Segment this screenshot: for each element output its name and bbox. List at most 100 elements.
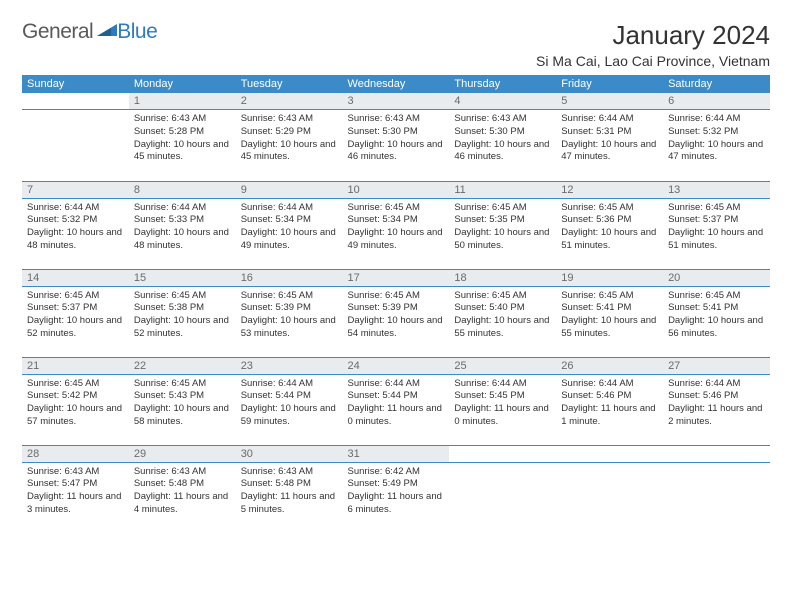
day-number: 1: [129, 93, 236, 110]
sunset-line: Sunset: 5:39 PM: [348, 302, 445, 315]
calendar-day-cell: 7Sunrise: 6:44 AMSunset: 5:32 PMDaylight…: [22, 181, 129, 269]
day-details: Sunrise: 6:45 AMSunset: 5:34 PMDaylight:…: [343, 199, 450, 258]
day-number: 20: [663, 270, 770, 287]
title-block: January 2024 Si Ma Cai, Lao Cai Province…: [536, 20, 770, 69]
logo-triangle-icon: [97, 22, 117, 43]
day-number-empty: [22, 93, 129, 110]
day-details: Sunrise: 6:45 AMSunset: 5:35 PMDaylight:…: [449, 199, 556, 258]
sunset-line: Sunset: 5:48 PM: [134, 478, 231, 491]
sunrise-line: Sunrise: 6:43 AM: [134, 466, 231, 479]
calendar-day-cell: 10Sunrise: 6:45 AMSunset: 5:34 PMDayligh…: [343, 181, 450, 269]
day-details: Sunrise: 6:44 AMSunset: 5:46 PMDaylight:…: [663, 375, 770, 434]
daylight-line: Daylight: 10 hours and 58 minutes.: [134, 403, 231, 429]
weekday-header: Monday: [129, 75, 236, 93]
calendar-day-cell: 3Sunrise: 6:43 AMSunset: 5:30 PMDaylight…: [343, 93, 450, 181]
calendar-day-cell: 22Sunrise: 6:45 AMSunset: 5:43 PMDayligh…: [129, 357, 236, 445]
sunrise-line: Sunrise: 6:43 AM: [241, 113, 338, 126]
day-details: Sunrise: 6:45 AMSunset: 5:39 PMDaylight:…: [343, 287, 450, 346]
day-number: 11: [449, 182, 556, 199]
calendar-day-cell: 26Sunrise: 6:44 AMSunset: 5:46 PMDayligh…: [556, 357, 663, 445]
day-details: Sunrise: 6:44 AMSunset: 5:31 PMDaylight:…: [556, 110, 663, 169]
day-details: Sunrise: 6:43 AMSunset: 5:30 PMDaylight:…: [449, 110, 556, 169]
daylight-line: Daylight: 10 hours and 57 minutes.: [27, 403, 124, 429]
sunrise-line: Sunrise: 6:42 AM: [348, 466, 445, 479]
daylight-line: Daylight: 11 hours and 0 minutes.: [348, 403, 445, 429]
day-details: Sunrise: 6:43 AMSunset: 5:30 PMDaylight:…: [343, 110, 450, 169]
day-number: 27: [663, 358, 770, 375]
sunset-line: Sunset: 5:42 PM: [27, 390, 124, 403]
daylight-line: Daylight: 10 hours and 54 minutes.: [348, 315, 445, 341]
sunset-line: Sunset: 5:37 PM: [668, 214, 765, 227]
daylight-line: Daylight: 10 hours and 46 minutes.: [348, 139, 445, 165]
sunset-line: Sunset: 5:41 PM: [561, 302, 658, 315]
sunrise-line: Sunrise: 6:43 AM: [348, 113, 445, 126]
calendar-day-cell: 16Sunrise: 6:45 AMSunset: 5:39 PMDayligh…: [236, 269, 343, 357]
calendar-week-row: 14Sunrise: 6:45 AMSunset: 5:37 PMDayligh…: [22, 269, 770, 357]
calendar-day-cell: 31Sunrise: 6:42 AMSunset: 5:49 PMDayligh…: [343, 445, 450, 533]
sunset-line: Sunset: 5:49 PM: [348, 478, 445, 491]
sunrise-line: Sunrise: 6:45 AM: [27, 290, 124, 303]
calendar-day-cell: 24Sunrise: 6:44 AMSunset: 5:44 PMDayligh…: [343, 357, 450, 445]
daylight-line: Daylight: 10 hours and 46 minutes.: [454, 139, 551, 165]
logo: General Blue: [22, 20, 157, 44]
sunrise-line: Sunrise: 6:44 AM: [134, 202, 231, 215]
weekday-header: Friday: [556, 75, 663, 93]
sunrise-line: Sunrise: 6:44 AM: [241, 378, 338, 391]
day-details: Sunrise: 6:45 AMSunset: 5:36 PMDaylight:…: [556, 199, 663, 258]
day-details: Sunrise: 6:44 AMSunset: 5:32 PMDaylight:…: [663, 110, 770, 169]
day-number: 9: [236, 182, 343, 199]
calendar-empty-cell: [449, 445, 556, 533]
sunset-line: Sunset: 5:35 PM: [454, 214, 551, 227]
day-number: 25: [449, 358, 556, 375]
calendar-empty-cell: [663, 445, 770, 533]
calendar-day-cell: 18Sunrise: 6:45 AMSunset: 5:40 PMDayligh…: [449, 269, 556, 357]
calendar-table: SundayMondayTuesdayWednesdayThursdayFrid…: [22, 75, 770, 533]
calendar-day-cell: 17Sunrise: 6:45 AMSunset: 5:39 PMDayligh…: [343, 269, 450, 357]
calendar-day-cell: 11Sunrise: 6:45 AMSunset: 5:35 PMDayligh…: [449, 181, 556, 269]
sunrise-line: Sunrise: 6:45 AM: [561, 290, 658, 303]
calendar-day-cell: 4Sunrise: 6:43 AMSunset: 5:30 PMDaylight…: [449, 93, 556, 181]
calendar-day-cell: 20Sunrise: 6:45 AMSunset: 5:41 PMDayligh…: [663, 269, 770, 357]
sunrise-line: Sunrise: 6:45 AM: [454, 290, 551, 303]
day-number: 19: [556, 270, 663, 287]
day-details: Sunrise: 6:44 AMSunset: 5:45 PMDaylight:…: [449, 375, 556, 434]
day-details: Sunrise: 6:45 AMSunset: 5:37 PMDaylight:…: [22, 287, 129, 346]
weekday-header: Saturday: [663, 75, 770, 93]
day-details: Sunrise: 6:43 AMSunset: 5:28 PMDaylight:…: [129, 110, 236, 169]
day-number: 12: [556, 182, 663, 199]
calendar-day-cell: 27Sunrise: 6:44 AMSunset: 5:46 PMDayligh…: [663, 357, 770, 445]
daylight-line: Daylight: 10 hours and 49 minutes.: [348, 227, 445, 253]
day-number: 14: [22, 270, 129, 287]
sunrise-line: Sunrise: 6:45 AM: [134, 290, 231, 303]
day-number: 16: [236, 270, 343, 287]
calendar-empty-cell: [556, 445, 663, 533]
sunset-line: Sunset: 5:30 PM: [348, 126, 445, 139]
calendar-day-cell: 12Sunrise: 6:45 AMSunset: 5:36 PMDayligh…: [556, 181, 663, 269]
day-details: Sunrise: 6:43 AMSunset: 5:47 PMDaylight:…: [22, 463, 129, 522]
day-number: 10: [343, 182, 450, 199]
day-number: 15: [129, 270, 236, 287]
day-number: 21: [22, 358, 129, 375]
sunrise-line: Sunrise: 6:45 AM: [668, 290, 765, 303]
calendar-day-cell: 23Sunrise: 6:44 AMSunset: 5:44 PMDayligh…: [236, 357, 343, 445]
day-number: 13: [663, 182, 770, 199]
day-details: Sunrise: 6:45 AMSunset: 5:39 PMDaylight:…: [236, 287, 343, 346]
daylight-line: Daylight: 10 hours and 51 minutes.: [668, 227, 765, 253]
sunset-line: Sunset: 5:34 PM: [348, 214, 445, 227]
day-number: 2: [236, 93, 343, 110]
day-details: Sunrise: 6:45 AMSunset: 5:42 PMDaylight:…: [22, 375, 129, 434]
daylight-line: Daylight: 11 hours and 3 minutes.: [27, 491, 124, 517]
weekday-header: Sunday: [22, 75, 129, 93]
calendar-day-cell: 2Sunrise: 6:43 AMSunset: 5:29 PMDaylight…: [236, 93, 343, 181]
sunrise-line: Sunrise: 6:45 AM: [241, 290, 338, 303]
calendar-week-row: 21Sunrise: 6:45 AMSunset: 5:42 PMDayligh…: [22, 357, 770, 445]
sunrise-line: Sunrise: 6:43 AM: [454, 113, 551, 126]
day-details: Sunrise: 6:44 AMSunset: 5:44 PMDaylight:…: [343, 375, 450, 434]
calendar-day-cell: 9Sunrise: 6:44 AMSunset: 5:34 PMDaylight…: [236, 181, 343, 269]
day-number: 26: [556, 358, 663, 375]
day-number: 30: [236, 446, 343, 463]
sunset-line: Sunset: 5:39 PM: [241, 302, 338, 315]
sunrise-line: Sunrise: 6:44 AM: [668, 113, 765, 126]
day-details: Sunrise: 6:44 AMSunset: 5:44 PMDaylight:…: [236, 375, 343, 434]
daylight-line: Daylight: 10 hours and 59 minutes.: [241, 403, 338, 429]
